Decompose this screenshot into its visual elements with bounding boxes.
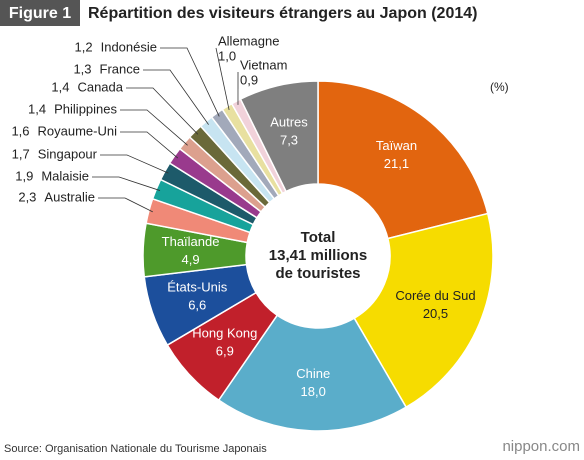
center-label: 13,41 millions <box>269 247 367 264</box>
slice-label: Australie <box>44 189 95 204</box>
slice-label: Indonésie <box>101 39 157 54</box>
value-label: 4,9 <box>182 252 200 267</box>
value-label: 0,9 <box>240 72 258 87</box>
leader-line <box>100 154 169 174</box>
value-label: 1,4 <box>51 79 69 94</box>
value-label: 6,9 <box>216 343 234 358</box>
value-label: 20,5 <box>423 306 448 321</box>
slice-label: Taïwan <box>376 138 417 153</box>
donut-slice <box>217 314 408 432</box>
slice-label: France <box>100 61 140 76</box>
value-label: 1,7 <box>12 146 30 161</box>
leader-line <box>98 197 153 213</box>
value-label: 1,3 <box>73 61 91 76</box>
value-label: 6,6 <box>188 297 206 312</box>
value-label: 1,4 <box>28 101 46 116</box>
value-label: 1,2 <box>75 39 93 54</box>
donut-slice <box>317 80 489 240</box>
value-label: 1,0 <box>218 48 236 63</box>
slice-label: Allemagne <box>218 33 279 48</box>
leader-line <box>120 131 179 159</box>
leader-line <box>126 87 199 135</box>
value-label: 1,6 <box>11 123 29 138</box>
slice-label: Royaume-Uni <box>38 123 118 138</box>
slice-label: États-Unis <box>167 279 227 294</box>
slice-label: Chine <box>296 366 330 381</box>
slice-label: Corée du Sud <box>395 288 475 303</box>
center-label: Total <box>301 229 336 246</box>
value-label: 7,3 <box>280 132 298 147</box>
slice-label: Thaïlande <box>162 234 220 249</box>
source: Source: Organisation Nationale du Touris… <box>4 443 267 455</box>
unit-label: (%) <box>490 80 509 94</box>
leader-line <box>160 47 220 117</box>
figure-badge <box>0 0 80 26</box>
value-label: 21,1 <box>384 156 409 171</box>
slice-label: Hong Kong <box>192 325 257 340</box>
slice-label: Philippines <box>54 101 117 116</box>
donut-slice <box>239 80 319 193</box>
chart-title: Répartition des visiteurs étrangers au J… <box>88 5 477 22</box>
value-label: 18,0 <box>301 384 326 399</box>
value-label: 2,3 <box>18 189 36 204</box>
figure-number: Figure 1 <box>9 5 71 22</box>
leader-line <box>143 69 209 125</box>
slice-label: Canada <box>77 79 123 94</box>
slice-label: Malaisie <box>41 168 89 183</box>
leader-line <box>92 176 161 191</box>
value-label: 1,9 <box>15 168 33 183</box>
slice-label: Singapour <box>38 146 98 161</box>
donut-slice <box>353 212 494 409</box>
slice-label: Autres <box>270 114 308 129</box>
slice-label: Vietnam <box>240 57 287 72</box>
center-label: de touristes <box>275 265 360 282</box>
logo: nippon.com <box>502 438 580 455</box>
leader-line <box>215 47 230 111</box>
leader-line <box>120 109 188 146</box>
